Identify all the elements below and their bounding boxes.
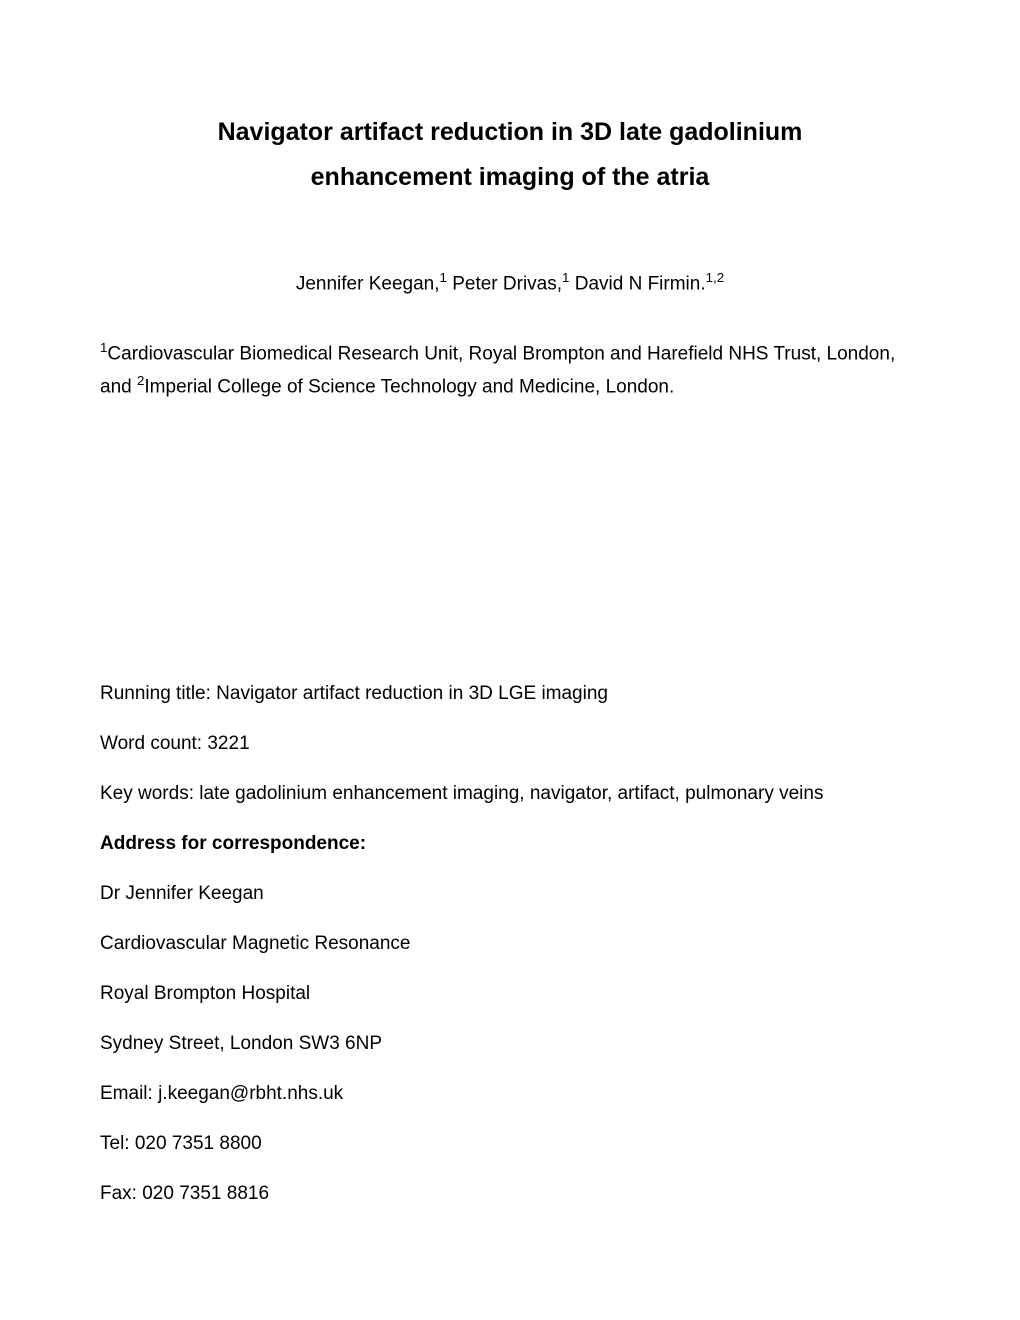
author-3-sup: 1,2 bbox=[706, 270, 725, 285]
keywords: Key words: late gadolinium enhancement i… bbox=[100, 783, 920, 805]
author-2: Peter Drivas, bbox=[447, 273, 562, 294]
title-line-2: enhancement imaging of the atria bbox=[311, 163, 710, 191]
correspondence-dept: Cardiovascular Magnetic Resonance bbox=[100, 933, 920, 955]
correspondence-tel: Tel: 020 7351 8800 bbox=[100, 1133, 920, 1155]
author-3: David N Firmin. bbox=[569, 273, 705, 294]
running-title: Running title: Navigator artifact reduct… bbox=[100, 683, 920, 705]
author-1-sup: 1 bbox=[440, 270, 447, 285]
correspondence-fax: Fax: 020 7351 8816 bbox=[100, 1183, 920, 1205]
affiliations: 1Cardiovascular Biomedical Research Unit… bbox=[100, 337, 920, 402]
correspondence-address: Sydney Street, London SW3 6NP bbox=[100, 1033, 920, 1055]
affiliation-2-text: Imperial College of Science Technology a… bbox=[144, 376, 674, 397]
author-1: Jennifer Keegan, bbox=[296, 273, 440, 294]
correspondence-name: Dr Jennifer Keegan bbox=[100, 883, 920, 905]
title-line-1: Navigator artifact reduction in 3D late … bbox=[218, 118, 803, 146]
paper-title: Navigator artifact reduction in 3D late … bbox=[100, 110, 920, 200]
correspondence-hospital: Royal Brompton Hospital bbox=[100, 983, 920, 1005]
word-count: Word count: 3221 bbox=[100, 733, 920, 755]
correspondence-heading: Address for correspondence: bbox=[100, 833, 920, 855]
correspondence-email: Email: j.keegan@rbht.nhs.uk bbox=[100, 1083, 920, 1105]
authors-list: Jennifer Keegan,1 Peter Drivas,1 David N… bbox=[100, 270, 920, 295]
